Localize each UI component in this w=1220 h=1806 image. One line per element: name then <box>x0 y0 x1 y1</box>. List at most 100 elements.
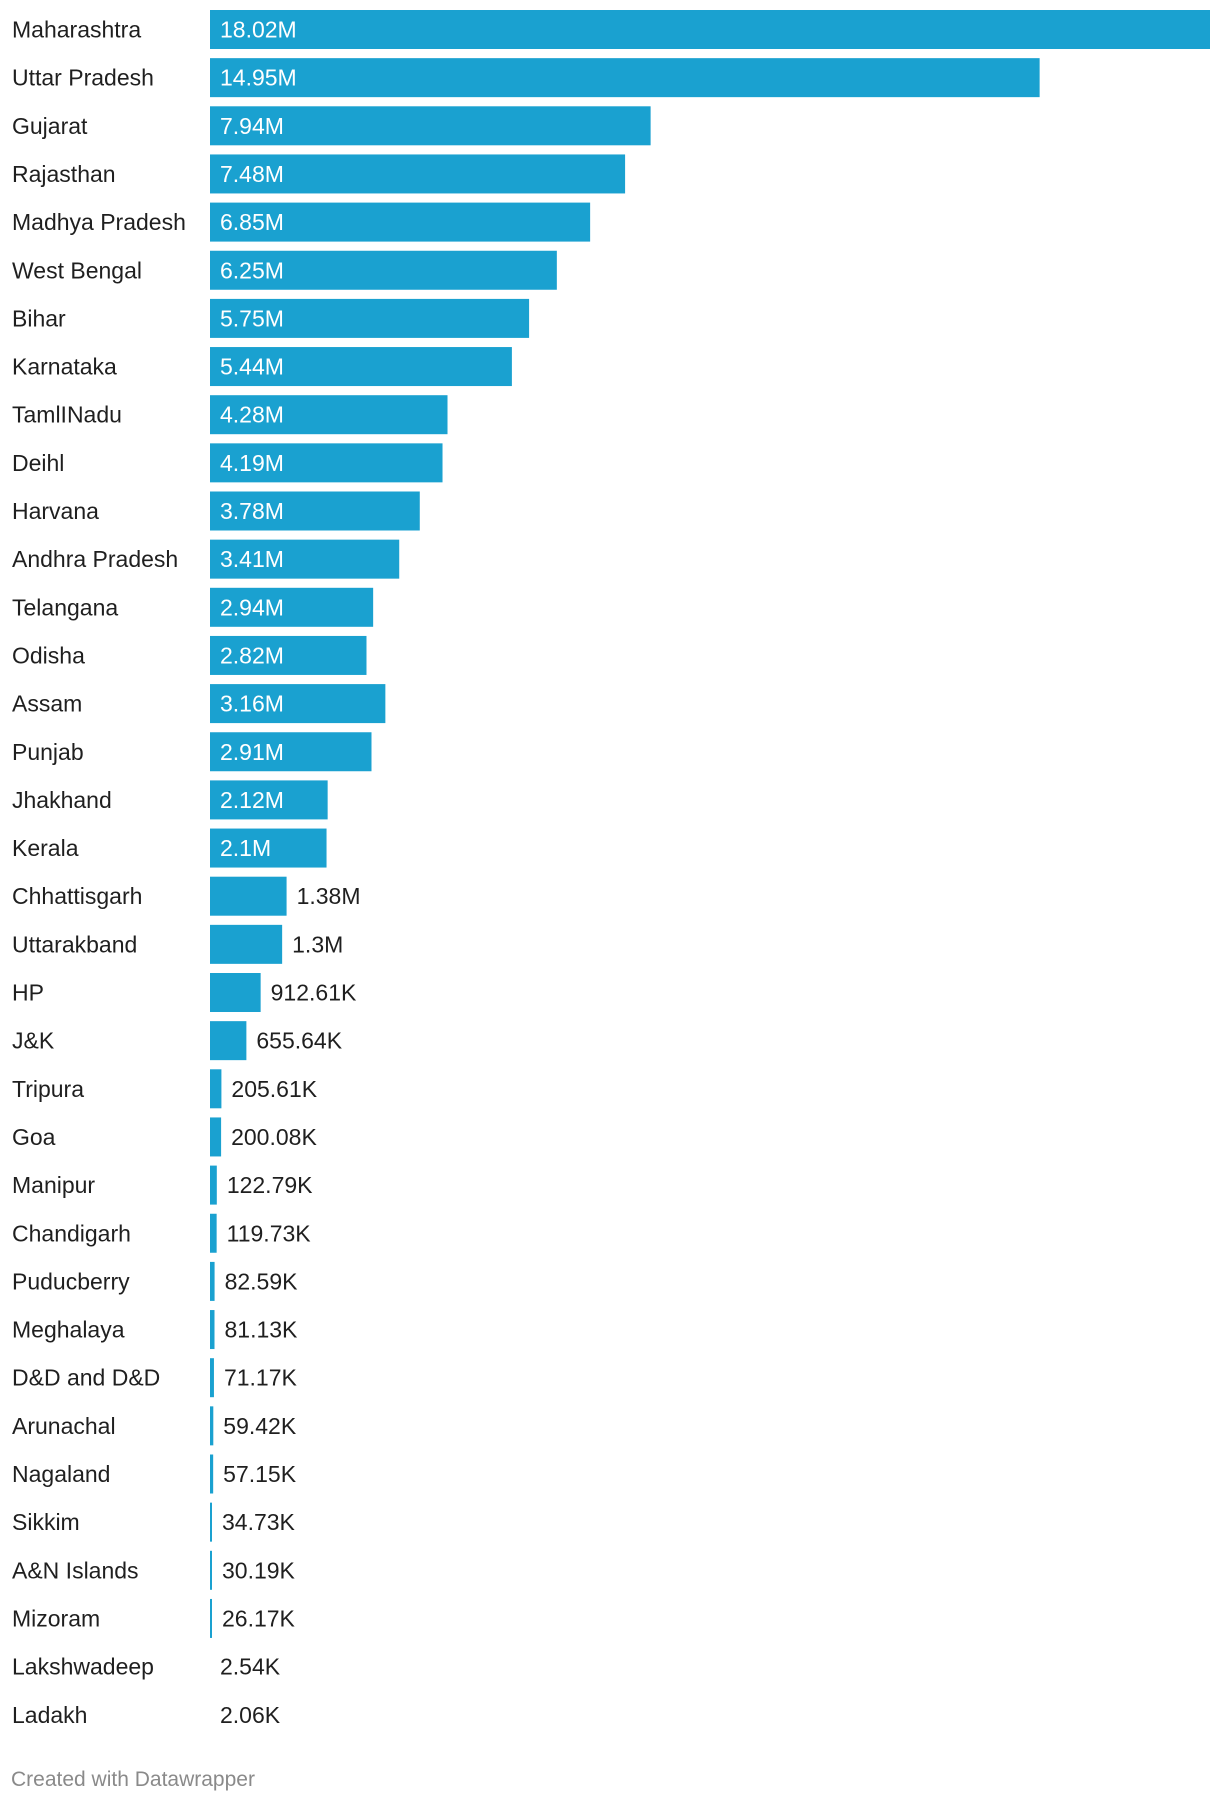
value-label: 1.38M <box>297 883 361 909</box>
value-label: 3.16M <box>220 691 284 717</box>
value-label: 205.61K <box>231 1076 317 1102</box>
bar[interactable] <box>210 684 386 724</box>
value-label: 26.17K <box>222 1605 296 1631</box>
category-label: A&N Islands <box>12 1557 139 1583</box>
value-label: 82.59K <box>225 1268 299 1294</box>
bar[interactable] <box>210 1406 214 1446</box>
category-label: Kerala <box>12 835 79 861</box>
value-label: 4.28M <box>220 402 284 428</box>
category-label: West Bengal <box>12 257 142 283</box>
value-label: 5.75M <box>220 305 284 331</box>
value-label: 1.3M <box>292 931 343 957</box>
value-label: 122.79K <box>227 1172 313 1198</box>
category-label: Arunachal <box>12 1413 116 1439</box>
bar[interactable] <box>210 1117 222 1157</box>
bar[interactable] <box>210 395 448 435</box>
bar[interactable] <box>210 491 420 531</box>
bar[interactable] <box>210 154 626 194</box>
bar[interactable] <box>210 876 287 916</box>
value-label: 30.19K <box>222 1557 296 1583</box>
category-label: Tripura <box>12 1076 84 1102</box>
bar[interactable] <box>210 635 367 675</box>
value-label: 2.91M <box>220 739 284 765</box>
value-label: 14.95M <box>220 65 297 91</box>
category-label: Lakshwadeep <box>12 1654 154 1680</box>
category-label: Madhya Pradesh <box>12 209 186 235</box>
value-label: 34.73K <box>222 1509 296 1535</box>
category-label: Rajasthan <box>12 161 116 187</box>
category-label: Bihar <box>12 305 66 331</box>
category-label: Assam <box>12 691 82 717</box>
category-label: Chandigarh <box>12 1220 131 1246</box>
bar[interactable] <box>210 1598 212 1638</box>
bar[interactable] <box>210 1069 222 1109</box>
bar[interactable] <box>210 732 372 772</box>
bar[interactable] <box>210 539 400 579</box>
bar[interactable] <box>210 347 512 387</box>
bar[interactable] <box>210 587 374 627</box>
bar[interactable] <box>210 1310 215 1350</box>
bar[interactable] <box>210 250 557 290</box>
value-label: 2.12M <box>220 787 284 813</box>
value-label: 5.44M <box>220 354 284 380</box>
value-label: 18.02M <box>220 17 297 43</box>
value-label: 2.54K <box>220 1654 281 1680</box>
bar[interactable] <box>210 1550 212 1590</box>
value-label: 655.64K <box>256 1028 342 1054</box>
category-label: Chhattisgarh <box>12 883 142 909</box>
bar[interactable] <box>210 1261 215 1301</box>
bar[interactable] <box>210 10 1210 49</box>
bar[interactable] <box>210 1213 217 1253</box>
value-label: 200.08K <box>231 1124 317 1150</box>
value-label: 2.1M <box>220 835 271 861</box>
value-label: 71.17K <box>224 1365 298 1391</box>
bar-chart: Maharashtra 18.02M Uttar Pradesh 14.95M Guja… <box>12 10 1210 1728</box>
value-label: 6.25M <box>220 257 284 283</box>
value-label: 7.48M <box>220 161 284 187</box>
category-label: Odisha <box>12 642 85 668</box>
bar[interactable] <box>210 202 591 242</box>
category-label: Nagaland <box>12 1461 110 1487</box>
value-label: 4.19M <box>220 450 284 476</box>
bar[interactable] <box>210 828 327 868</box>
bar[interactable] <box>210 1021 247 1061</box>
bar[interactable] <box>210 1165 217 1205</box>
bar[interactable] <box>210 973 261 1012</box>
value-label: 912.61K <box>271 980 357 1006</box>
value-label: 119.73K <box>227 1220 312 1246</box>
footer-credit[interactable]: Created with Datawrapper <box>11 1768 255 1791</box>
category-label: HP <box>12 980 44 1006</box>
bar[interactable] <box>210 106 651 146</box>
category-label: Ladakh <box>12 1702 87 1728</box>
category-label: Uttarakband <box>12 931 137 957</box>
bar[interactable] <box>210 443 443 483</box>
bar[interactable] <box>210 1454 214 1494</box>
category-label: TamlINadu <box>12 402 122 428</box>
category-label: Harvana <box>12 498 99 524</box>
value-label: 2.94M <box>220 594 284 620</box>
category-label: Puducberry <box>12 1268 130 1294</box>
value-label: 57.15K <box>223 1461 297 1487</box>
bar[interactable] <box>210 1502 212 1542</box>
category-label: Goa <box>12 1124 56 1150</box>
bar[interactable] <box>210 780 328 820</box>
category-label: Deihl <box>12 450 64 476</box>
bar[interactable] <box>210 924 283 964</box>
bar[interactable] <box>210 298 530 338</box>
category-label: Telangana <box>12 594 118 620</box>
bar[interactable] <box>210 58 1040 98</box>
category-label: Gujarat <box>12 113 88 139</box>
category-label: Maharashtra <box>12 17 141 43</box>
category-label: Meghalaya <box>12 1317 125 1343</box>
value-label: 81.13K <box>225 1317 299 1343</box>
category-label: D&D and D&D <box>12 1365 160 1391</box>
value-label: 2.82M <box>220 642 284 668</box>
category-label: Punjab <box>12 739 84 765</box>
bar[interactable] <box>210 1358 214 1398</box>
value-label: 7.94M <box>220 113 284 139</box>
value-label: 6.85M <box>220 209 284 235</box>
category-label: Jhakhand <box>12 787 112 813</box>
value-label: 59.42K <box>223 1413 297 1439</box>
value-label: 3.41M <box>220 546 284 572</box>
category-label: Manipur <box>12 1172 95 1198</box>
